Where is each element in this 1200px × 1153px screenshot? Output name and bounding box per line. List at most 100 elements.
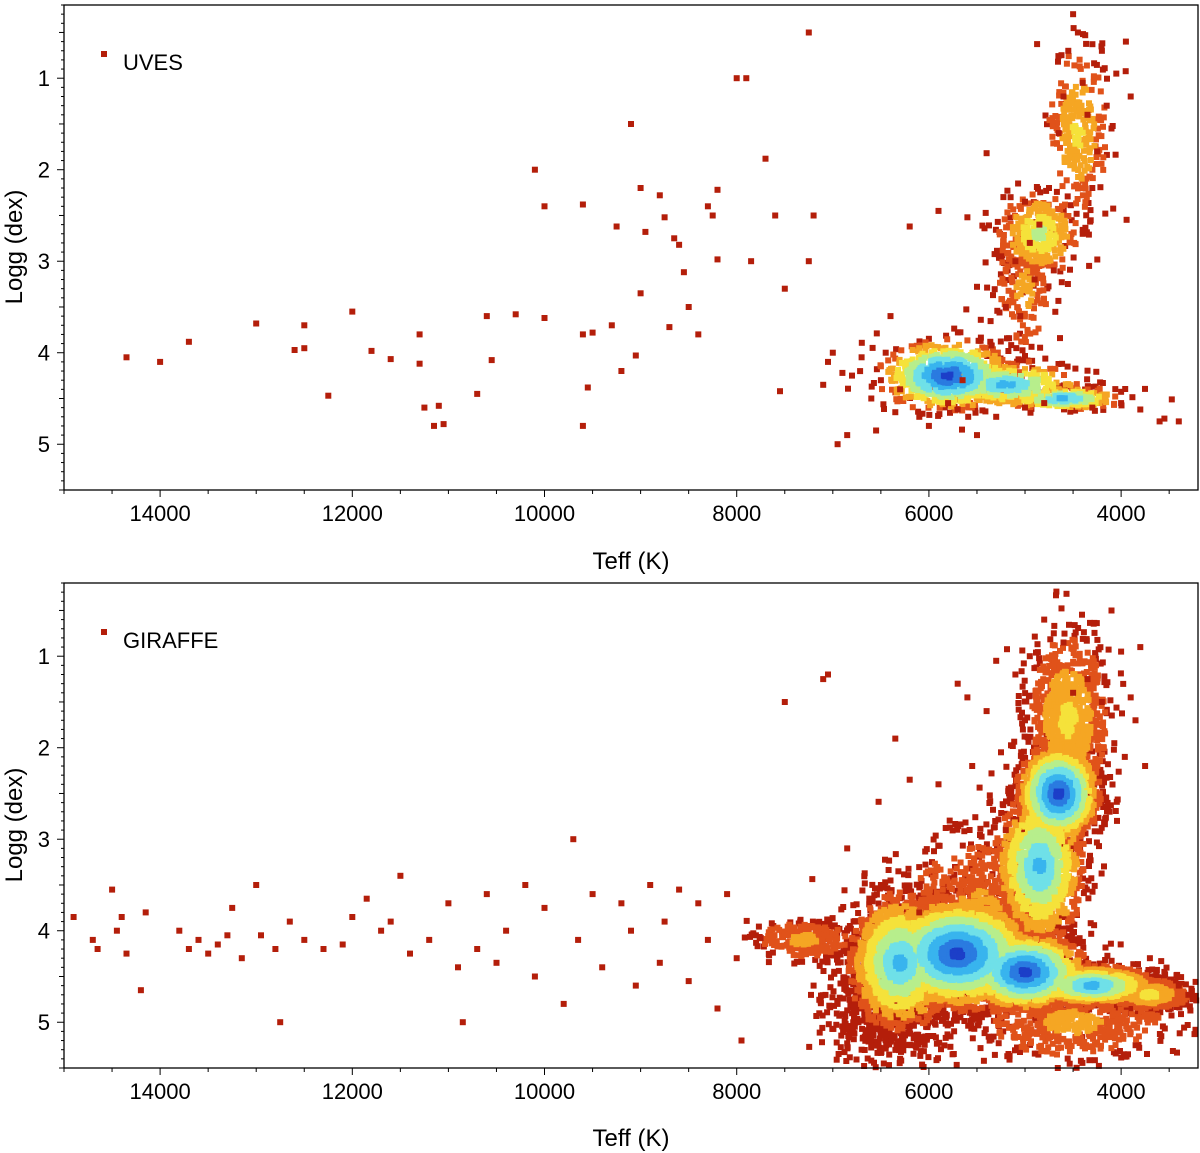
density-cell (1104, 75, 1110, 82)
density-cell (1075, 130, 1081, 137)
density-cell (1082, 185, 1089, 192)
density-cell (1052, 393, 1059, 400)
density-cell (865, 1027, 871, 1034)
data-point (993, 413, 1000, 420)
density-cell (976, 784, 983, 791)
density-cell (1049, 371, 1056, 378)
density-cell (865, 917, 872, 924)
density-cell (1017, 205, 1024, 212)
density-cell (1055, 386, 1062, 393)
density-cell (1019, 322, 1026, 329)
density-cell (1070, 254, 1077, 261)
density-cell (1017, 373, 1024, 379)
density-cell (749, 931, 756, 938)
density-cell (1044, 121, 1050, 128)
density-cell (920, 395, 927, 402)
density-cell (944, 336, 951, 343)
density-cell (868, 1044, 875, 1051)
density-cell (1063, 925, 1070, 932)
density-cell (1045, 246, 1051, 253)
density-cell (969, 389, 976, 396)
density-cell (1074, 101, 1081, 108)
density-cell (873, 330, 880, 337)
density-cell (983, 345, 990, 352)
density-cell (1013, 345, 1020, 352)
density-cell (1076, 56, 1083, 63)
density-cell (1008, 274, 1015, 281)
data-point (743, 75, 750, 82)
density-cell (894, 1038, 901, 1045)
data-point (704, 203, 711, 210)
density-cell (985, 392, 992, 399)
density-cell (985, 368, 992, 375)
density-cell (1003, 224, 1010, 231)
density-cell (1189, 996, 1196, 1003)
density-cell (994, 307, 1001, 314)
density-cell (1071, 161, 1077, 168)
density-cell (839, 1023, 846, 1030)
density-cell (1042, 301, 1049, 308)
data-point (983, 150, 990, 157)
density-cell (942, 825, 949, 831)
density-cell (905, 865, 912, 872)
density-cell (1015, 764, 1022, 771)
density-cell (958, 358, 965, 365)
density-cell (816, 962, 823, 969)
data-point (435, 402, 442, 409)
density-cell (902, 376, 909, 383)
density-cell (855, 910, 862, 916)
density-cell (1049, 220, 1056, 226)
density-cell (847, 950, 854, 957)
density-cell (1030, 369, 1037, 376)
density-cell (877, 905, 884, 912)
density-cell (981, 392, 988, 399)
density-cell (967, 1003, 974, 1010)
density-cell (851, 1023, 858, 1030)
density-cell (920, 1015, 927, 1022)
density-cell (860, 1017, 867, 1024)
density-cell (1097, 88, 1104, 95)
density-cell (1104, 679, 1111, 686)
density-cell (913, 375, 920, 382)
density-cell (848, 956, 855, 963)
density-cell (927, 402, 934, 409)
density-cell (977, 316, 984, 323)
density-cell (944, 389, 951, 395)
data-point (1041, 400, 1048, 407)
density-cell (897, 395, 904, 402)
density-cell (1097, 379, 1104, 386)
density-cell (1091, 407, 1098, 414)
density-cell (832, 951, 839, 957)
density-cell (1033, 258, 1040, 265)
data-point (584, 384, 591, 391)
density-cell (1018, 668, 1025, 675)
density-cell (999, 296, 1005, 303)
density-cell (1072, 147, 1079, 154)
data-point (988, 342, 995, 349)
density-cell (1032, 233, 1039, 240)
density-cell (968, 365, 975, 372)
density-cell (888, 1035, 895, 1042)
density-cell (1021, 733, 1028, 740)
density-cell (1117, 670, 1124, 677)
data-point (431, 422, 437, 429)
density-cell (1084, 163, 1091, 170)
density-cell (933, 1057, 940, 1064)
density-cell (845, 990, 852, 997)
density-cell (1095, 1062, 1102, 1069)
density-cell (1001, 216, 1008, 223)
density-cell (1157, 1037, 1164, 1044)
density-cell (1095, 74, 1102, 81)
density-cell (1068, 217, 1075, 224)
data-point (483, 313, 490, 320)
density-cell (1015, 816, 1022, 823)
density-cell (1117, 941, 1124, 948)
density-cell (1120, 680, 1127, 687)
density-cell (998, 810, 1005, 816)
density-cell (948, 1020, 954, 1027)
density-cell (875, 900, 882, 907)
density-cell (1168, 396, 1175, 403)
density-cell (1057, 250, 1064, 256)
density-cell (948, 355, 955, 362)
density-cell (847, 925, 854, 932)
